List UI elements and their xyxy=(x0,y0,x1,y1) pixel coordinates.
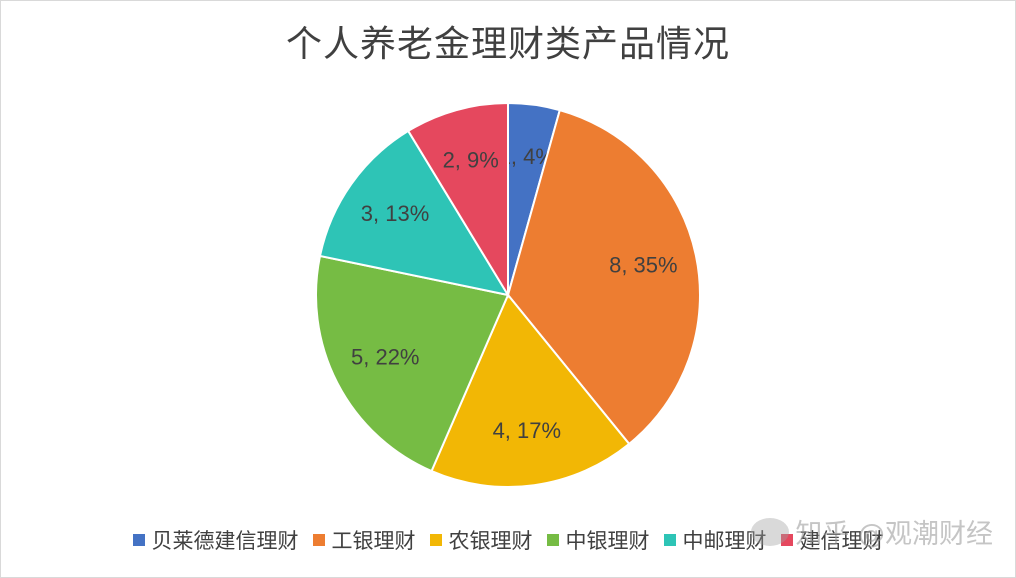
legend-swatch-3 xyxy=(546,534,559,546)
legend-item-3: 中银理财 xyxy=(546,525,650,555)
pie-slice-5 xyxy=(406,101,509,299)
watermark: 知乎 @观潮财经 xyxy=(751,512,993,551)
legend-label-1: 工银理财 xyxy=(331,529,416,553)
legend-item-2: 农银理财 xyxy=(429,525,533,555)
pie-data-label-5: 2, 9% xyxy=(443,148,499,173)
legend-item-5: 建信理财 xyxy=(780,525,884,555)
legend-swatch-1 xyxy=(312,534,325,546)
pie-slice-2 xyxy=(430,293,631,488)
pie-slice-1 xyxy=(506,108,701,446)
legend-swatch-2 xyxy=(429,534,442,546)
pie-data-label-3: 5, 22% xyxy=(351,344,420,369)
legend-item-0: 贝莱德建信理财 xyxy=(132,525,299,555)
legend-label-5: 建信理财 xyxy=(799,529,884,553)
pie-data-label-1: 8, 35% xyxy=(609,253,678,278)
legend-label-2: 农银理财 xyxy=(448,529,533,553)
pie-data-label-4: 3, 13% xyxy=(361,201,430,226)
watermark-logo-icon xyxy=(751,517,790,546)
legend-label-3: 中银理财 xyxy=(565,529,650,553)
legend-item-1: 工银理财 xyxy=(312,525,416,555)
chart-legend: 贝莱德建信理财 工银理财 农银理财 中银理财 中邮理财 建信理财 xyxy=(1,525,1015,555)
pie-slice-4 xyxy=(318,129,511,297)
legend-swatch-0 xyxy=(132,534,145,546)
legend-label-4: 中邮理财 xyxy=(682,529,767,553)
pie-data-label-2: 4, 17% xyxy=(493,418,562,443)
chart-title: 个人养老金理财类产品情况 xyxy=(285,24,730,65)
watermark-text: 知乎 @观潮财经 xyxy=(795,519,993,550)
pie-slice-3 xyxy=(315,254,510,473)
legend-swatch-4 xyxy=(663,534,676,546)
legend-item-4: 中邮理财 xyxy=(663,525,767,555)
legend-swatch-5 xyxy=(780,534,793,546)
legend-label-0: 贝莱德建信理财 xyxy=(151,529,299,553)
